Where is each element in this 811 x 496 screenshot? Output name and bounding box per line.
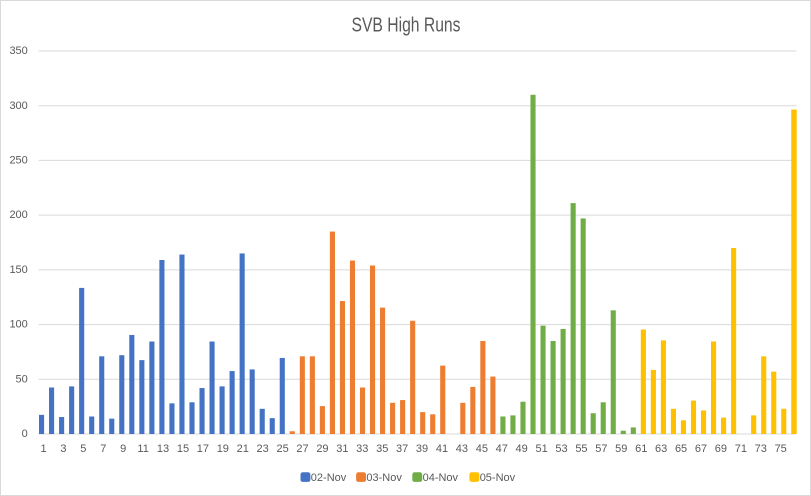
svg-text:350: 350 — [9, 45, 27, 57]
svg-text:75: 75 — [775, 443, 787, 455]
svg-text:21: 21 — [237, 443, 249, 455]
svg-text:55: 55 — [575, 443, 587, 455]
svg-text:57: 57 — [595, 443, 607, 455]
svg-text:53: 53 — [555, 443, 567, 455]
svg-text:73: 73 — [755, 443, 767, 455]
svg-text:47: 47 — [496, 443, 508, 455]
svg-text:33: 33 — [356, 443, 368, 455]
svg-text:17: 17 — [197, 443, 209, 455]
svg-text:31: 31 — [336, 443, 348, 455]
svg-text:19: 19 — [217, 443, 229, 455]
svg-text:02-Nov: 02-Nov — [311, 472, 347, 484]
svg-text:200: 200 — [9, 209, 27, 221]
svg-text:59: 59 — [615, 443, 627, 455]
svg-text:7: 7 — [100, 443, 106, 455]
svg-text:69: 69 — [715, 443, 727, 455]
svg-text:9: 9 — [120, 443, 126, 455]
svg-text:100: 100 — [9, 319, 27, 331]
svg-text:SVB High Runs: SVB High Runs — [351, 14, 460, 36]
svg-text:23: 23 — [257, 443, 269, 455]
svg-text:03-Nov: 03-Nov — [366, 472, 402, 484]
svg-text:65: 65 — [675, 443, 687, 455]
svg-text:27: 27 — [296, 443, 308, 455]
svg-text:13: 13 — [157, 443, 169, 455]
svg-text:49: 49 — [516, 443, 528, 455]
svg-text:50: 50 — [16, 373, 28, 385]
svg-text:39: 39 — [416, 443, 428, 455]
svg-text:43: 43 — [456, 443, 468, 455]
svg-text:150: 150 — [9, 264, 27, 276]
svg-text:15: 15 — [177, 443, 189, 455]
svg-text:0: 0 — [22, 428, 28, 440]
svg-text:61: 61 — [635, 443, 647, 455]
svg-text:71: 71 — [735, 443, 747, 455]
svg-text:67: 67 — [695, 443, 707, 455]
svg-text:11: 11 — [137, 443, 148, 455]
svg-text:1: 1 — [40, 443, 46, 455]
svg-text:250: 250 — [9, 155, 27, 167]
svg-text:51: 51 — [535, 443, 547, 455]
svg-text:25: 25 — [276, 443, 288, 455]
svg-text:35: 35 — [376, 443, 388, 455]
svg-text:3: 3 — [60, 443, 66, 455]
svg-text:05-Nov: 05-Nov — [480, 472, 516, 484]
svg-text:29: 29 — [316, 443, 328, 455]
svg-text:41: 41 — [436, 443, 448, 455]
svg-text:5: 5 — [80, 443, 86, 455]
svg-text:63: 63 — [655, 443, 667, 455]
svg-text:300: 300 — [9, 100, 27, 112]
svg-text:45: 45 — [476, 443, 488, 455]
svg-text:37: 37 — [396, 443, 408, 455]
svg-text:04-Nov: 04-Nov — [423, 472, 459, 484]
